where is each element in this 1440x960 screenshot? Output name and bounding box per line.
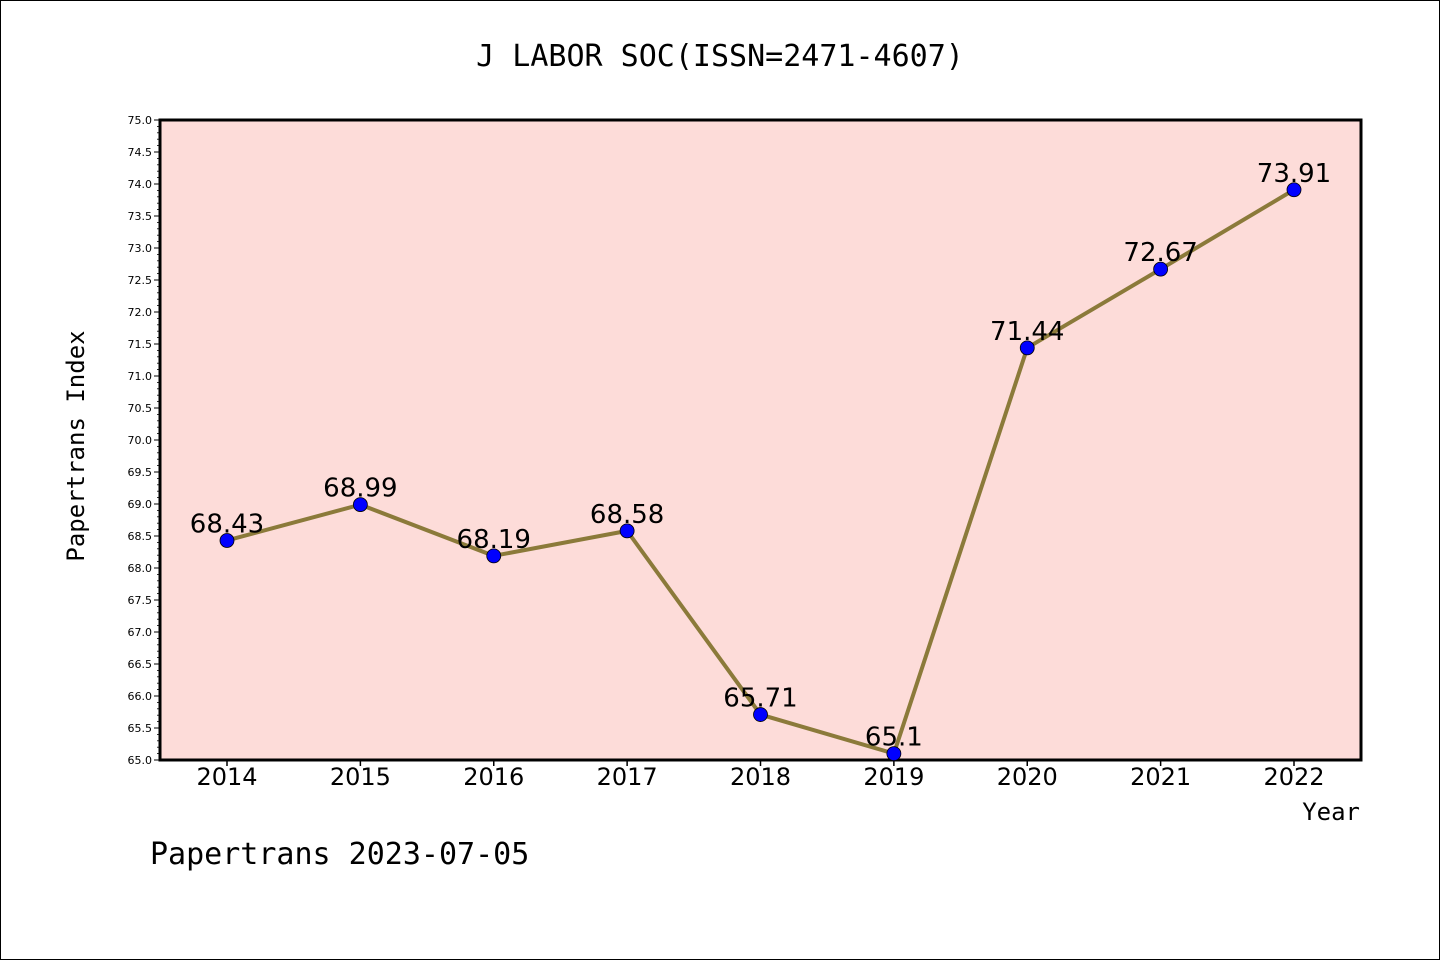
y-axis-label: Papertrans Index — [62, 330, 90, 561]
y-tick-label: 70.0 — [128, 434, 153, 447]
x-tick-label: 2020 — [997, 763, 1058, 791]
y-tick-label: 75.0 — [128, 114, 153, 127]
y-tick-label: 74.5 — [128, 146, 153, 159]
chart-title: J LABOR SOC(ISSN=2471-4607) — [476, 39, 964, 74]
y-tick-label: 69.0 — [128, 498, 153, 511]
y-tick-label: 66.0 — [128, 690, 153, 703]
y-tick-label: 65.0 — [128, 754, 153, 767]
data-point — [1019, 340, 1035, 356]
y-tick-label: 68.0 — [128, 562, 153, 575]
footer-text: Papertrans 2023-07-05 — [150, 837, 529, 872]
y-tick-label: 67.5 — [128, 594, 153, 607]
data-point — [1286, 182, 1302, 198]
plot-area — [158, 118, 1363, 762]
y-tick-label: 71.5 — [128, 338, 153, 351]
x-tick-label: 2016 — [463, 763, 524, 791]
data-label: 68.99 — [323, 474, 397, 504]
data-point — [486, 548, 502, 564]
x-axis: 2014 2015 2016 2017 2018 2019 2020 2021 2022 — [196, 760, 1325, 791]
data-point — [753, 707, 768, 722]
x-tick-label: 2015 — [330, 763, 391, 791]
y-tick-label: 72.5 — [128, 274, 153, 287]
data-label: 68.58 — [590, 500, 664, 530]
x-axis-label: Year — [1302, 798, 1360, 826]
data-point — [886, 746, 902, 761]
data-point — [219, 533, 235, 548]
x-tick-label: 2014 — [196, 763, 257, 791]
x-tick-label: 2021 — [1130, 763, 1191, 791]
x-tick-label: 2022 — [1263, 763, 1324, 791]
y-tick-label: 65.5 — [128, 722, 153, 735]
y-tick-label: 72.0 — [128, 306, 153, 319]
y-tick-label: 68.5 — [128, 530, 153, 543]
y-tick-label: 73.0 — [128, 242, 153, 255]
y-tick-label: 69.5 — [128, 466, 153, 479]
y-axis: 65.0 65.5 66.0 66.5 67.0 67.5 68.0 68.5 69.0 69.5… — [128, 114, 160, 767]
data-labels: 68.43 68.99 68.19 68.58 65.71 65.1 71.44 72.67 7… — [190, 159, 1331, 753]
data-point — [1153, 261, 1169, 277]
y-tick-label: 66.5 — [128, 658, 153, 671]
data-label: 68.43 — [190, 509, 264, 539]
data-label: 65.71 — [723, 684, 797, 714]
x-tick-label: 2017 — [597, 763, 658, 791]
data-point — [619, 523, 635, 539]
data-label: 65.1 — [865, 723, 923, 753]
y-tick-label: 67.0 — [128, 626, 153, 639]
y-tick-label: 70.5 — [128, 402, 153, 415]
x-tick-label: 2019 — [863, 763, 924, 791]
data-label: 73.91 — [1257, 159, 1331, 189]
y-tick-label: 74.0 — [128, 178, 153, 191]
series-line — [219, 182, 1302, 761]
data-point — [352, 497, 368, 513]
x-tick-label: 2018 — [730, 763, 791, 791]
y-tick-label: 71.0 — [128, 370, 153, 383]
data-label: 71.44 — [990, 317, 1064, 347]
data-label: 68.19 — [457, 525, 531, 555]
data-label: 72.67 — [1123, 238, 1197, 268]
y-tick-label: 73.5 — [128, 210, 153, 223]
